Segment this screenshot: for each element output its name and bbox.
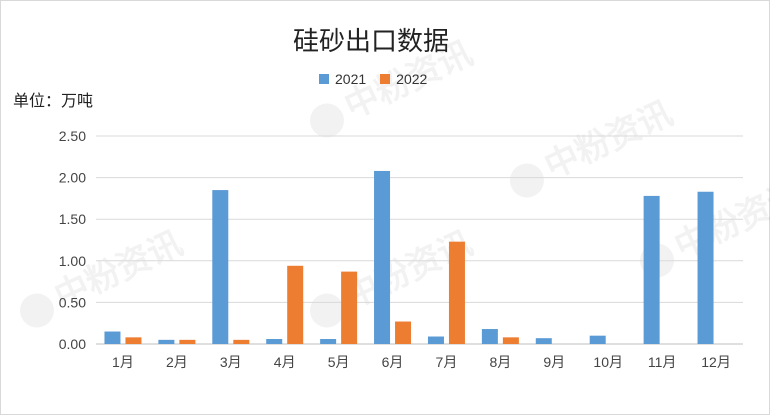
bar-2022 xyxy=(125,337,142,344)
legend-swatch-2022 xyxy=(380,74,391,84)
unit-label: 单位：万吨 xyxy=(13,91,94,110)
bar-2022 xyxy=(287,265,304,344)
bar-2021 xyxy=(212,190,229,344)
x-tick-label: 9月 xyxy=(543,354,565,370)
legend-item-2021: 2021 xyxy=(319,71,366,87)
bar-2021 xyxy=(266,339,283,344)
x-tick-label: 8月 xyxy=(489,354,511,370)
bar-2022 xyxy=(395,321,412,344)
bar-2021 xyxy=(589,335,606,344)
bar-2022 xyxy=(341,271,358,344)
bar-2021 xyxy=(320,339,337,344)
bar-2022 xyxy=(448,241,465,344)
x-tick-label: 11月 xyxy=(648,354,677,370)
bar-2021 xyxy=(427,336,444,344)
x-tick-label: 5月 xyxy=(328,354,350,370)
bar-2021 xyxy=(374,170,391,344)
legend-item-2022: 2022 xyxy=(380,71,427,87)
x-tick-label: 6月 xyxy=(382,354,404,370)
bar-2021 xyxy=(104,331,121,344)
bar-2022 xyxy=(179,339,196,344)
x-tick-label: 1月 xyxy=(112,354,134,370)
bar-2021 xyxy=(643,195,660,344)
y-tick-label: 0.50 xyxy=(59,294,86,310)
bar-2021 xyxy=(697,191,714,344)
legend-label-2022: 2022 xyxy=(396,71,428,87)
chart-title: 硅砂出口数据 xyxy=(292,27,449,57)
legend-swatch-2021 xyxy=(319,74,329,84)
bar-2021 xyxy=(481,329,498,344)
bar-2022 xyxy=(502,337,519,344)
x-tick-label: 12月 xyxy=(701,354,731,370)
x-tick-label: 3月 xyxy=(220,354,242,370)
bar-2021 xyxy=(158,339,175,344)
x-tick-label: 2月 xyxy=(166,354,188,370)
y-tick-label: 2.50 xyxy=(59,128,86,144)
legend-label-2021: 2021 xyxy=(335,71,367,87)
bar-2022 xyxy=(233,339,250,344)
x-tick-label: 7月 xyxy=(436,354,458,370)
x-tick-label: 10月 xyxy=(593,354,623,370)
chart-legend: 2021 2022 xyxy=(319,71,427,87)
y-tick-label: 0.00 xyxy=(59,336,86,352)
x-tick-label: 4月 xyxy=(274,354,296,370)
bar-2021 xyxy=(535,338,552,344)
y-tick-label: 1.00 xyxy=(59,253,86,269)
y-tick-label: 1.50 xyxy=(59,211,86,227)
y-tick-label: 2.00 xyxy=(59,170,86,186)
